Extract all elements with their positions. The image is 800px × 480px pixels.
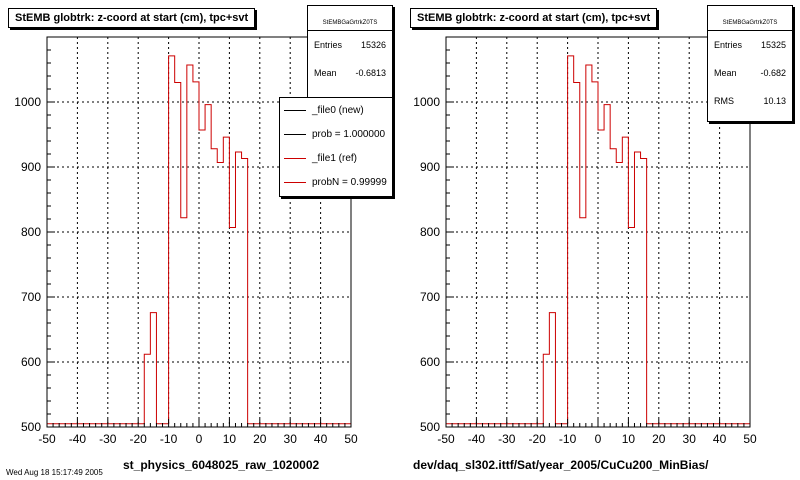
chart-2-stats-row: Mean -0.682 bbox=[708, 59, 792, 87]
chart-1-legend: _file0 (new) prob = 1.000000 _file1 (ref… bbox=[279, 97, 393, 197]
x-tick-label: -20 bbox=[130, 432, 148, 446]
x-tick-label: -40 bbox=[468, 432, 486, 446]
chart-2-stats-box: StEMBGaGrtrkZ0TS Entries 15325 Mean -0.6… bbox=[707, 5, 793, 122]
stats-label: Mean bbox=[714, 68, 737, 78]
x-tick-label: -20 bbox=[529, 432, 547, 446]
chart-1-stats-row: Entries 15326 bbox=[308, 31, 392, 59]
legend-swatch bbox=[284, 157, 306, 159]
x-tick-label: 40 bbox=[713, 432, 727, 446]
legend-label: _file1 (ref) bbox=[312, 152, 358, 164]
x-tick-label: 40 bbox=[314, 432, 328, 446]
chart-2-stats-row: RMS 10.13 bbox=[708, 87, 792, 115]
y-tick-label: 700 bbox=[420, 290, 440, 304]
y-tick-label: 500 bbox=[420, 420, 440, 434]
x-tick-label: -30 bbox=[99, 432, 117, 446]
chart-1-x-axis-label: st_physics_6048025_raw_1020002 bbox=[123, 458, 320, 472]
histogram-ref bbox=[446, 55, 750, 425]
x-tick-label: 30 bbox=[284, 432, 298, 446]
x-tick-label: -40 bbox=[69, 432, 87, 446]
x-tick-label: 10 bbox=[223, 432, 237, 446]
stats-value: -0.6813 bbox=[355, 68, 386, 78]
legend-label: probN = 0.99999 bbox=[312, 176, 387, 188]
stats-label: Mean bbox=[314, 68, 337, 78]
y-tick-label: 900 bbox=[21, 160, 41, 174]
x-tick-label: 0 bbox=[595, 432, 602, 446]
chart-2-x-axis-label: dev/daq_sl302.ittf/Sat/year_2005/CuCu200… bbox=[413, 458, 709, 472]
x-tick-label: -10 bbox=[559, 432, 577, 446]
legend-entry-ref: _file1 (ref) bbox=[280, 146, 392, 170]
x-tick-label: 0 bbox=[196, 432, 203, 446]
y-tick-label: 600 bbox=[420, 355, 440, 369]
y-tick-label: 600 bbox=[21, 355, 41, 369]
x-tick-label: 30 bbox=[683, 432, 697, 446]
y-tick-label: 900 bbox=[420, 160, 440, 174]
x-tick-label: -30 bbox=[498, 432, 516, 446]
y-tick-label: 700 bbox=[21, 290, 41, 304]
legend-entry-new: _file0 (new) bbox=[280, 98, 392, 122]
y-tick-label: 800 bbox=[21, 225, 41, 239]
stats-value: -0.682 bbox=[760, 68, 786, 78]
x-tick-label: 50 bbox=[743, 432, 757, 446]
stats-label: RMS bbox=[714, 96, 734, 106]
legend-label: prob = 1.000000 bbox=[312, 128, 386, 140]
legend-entry-prob: prob = 1.000000 bbox=[280, 122, 392, 146]
stats-label: Entries bbox=[714, 40, 743, 50]
stats-value: 15325 bbox=[760, 40, 786, 50]
x-tick-label: 10 bbox=[622, 432, 636, 446]
legend-entry-probn: probN = 0.99999 bbox=[280, 170, 392, 194]
x-tick-label: -50 bbox=[38, 432, 56, 446]
legend-swatch bbox=[284, 133, 306, 135]
legend-swatch bbox=[284, 109, 306, 111]
legend-label: _file0 (new) bbox=[312, 104, 364, 116]
chart-2-title: StEMB globtrk: z-coord at start (cm), tp… bbox=[410, 8, 658, 28]
stats-label: Entries bbox=[314, 40, 343, 50]
chart-1-stats-row: Mean -0.6813 bbox=[308, 59, 392, 87]
histogram-ref bbox=[47, 55, 351, 425]
chart-2-stats-row: Entries 15325 bbox=[708, 31, 792, 59]
x-tick-label: -10 bbox=[160, 432, 178, 446]
x-tick-label: 20 bbox=[652, 432, 666, 446]
chart-2-stats-name: StEMBGaGrtrkZ0TS bbox=[708, 6, 792, 31]
chart-1-stats-name: StEMBGaGrtrkZ0TS bbox=[308, 6, 392, 31]
stats-value: 10.13 bbox=[763, 96, 786, 106]
x-tick-label: 20 bbox=[253, 432, 267, 446]
x-tick-label: -50 bbox=[437, 432, 455, 446]
y-tick-label: 800 bbox=[420, 225, 440, 239]
legend-swatch bbox=[284, 181, 306, 183]
footer-timestamp: Wed Aug 18 15:17:49 2005 bbox=[6, 468, 103, 477]
y-tick-label: 500 bbox=[21, 420, 41, 434]
stats-value: 15326 bbox=[360, 40, 386, 50]
y-tick-label: 1000 bbox=[413, 95, 440, 109]
y-tick-label: 1000 bbox=[14, 95, 41, 109]
x-tick-label: 50 bbox=[344, 432, 358, 446]
chart-1-stats-box: StEMBGaGrtrkZ0TS Entries 15326 Mean -0.6… bbox=[307, 5, 393, 104]
chart-1-title: StEMB globtrk: z-coord at start (cm), tp… bbox=[8, 8, 256, 28]
